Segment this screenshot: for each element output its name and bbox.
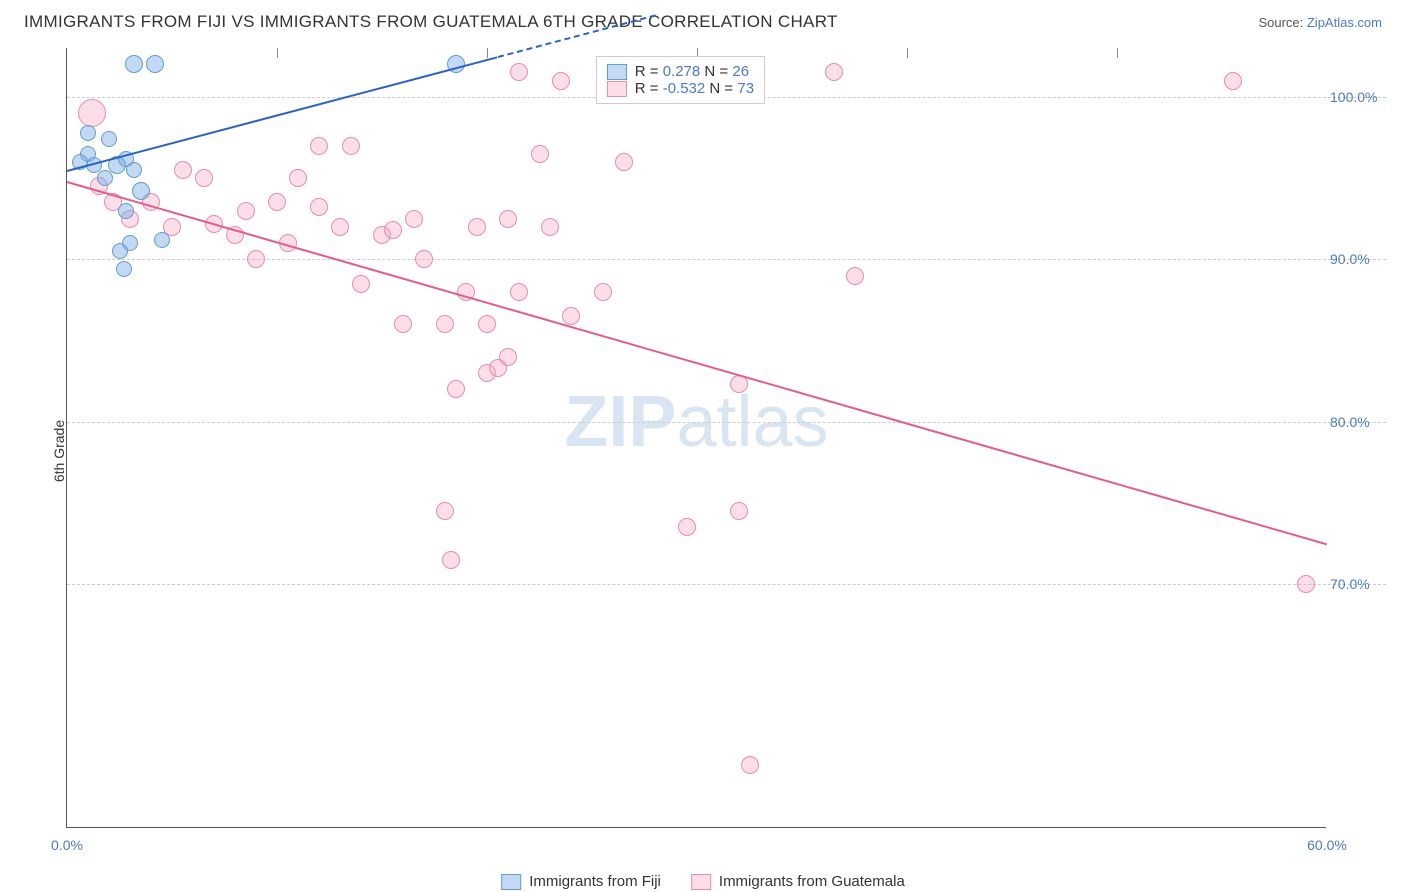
- y-tick-label: 70.0%: [1330, 576, 1388, 592]
- data-point: [310, 137, 328, 155]
- data-point: [415, 250, 433, 268]
- data-point: [552, 72, 570, 90]
- data-point: [468, 218, 486, 236]
- legend-row: R = -0.532 N = 73: [607, 80, 754, 97]
- x-minor-tick: [907, 48, 908, 58]
- data-point: [846, 267, 864, 285]
- data-point: [730, 502, 748, 520]
- legend-bottom: Immigrants from Fiji Immigrants from Guat…: [501, 873, 905, 890]
- data-point: [126, 162, 142, 178]
- data-point: [331, 218, 349, 236]
- chart-title: IMMIGRANTS FROM FIJI VS IMMIGRANTS FROM …: [24, 12, 838, 32]
- source-link[interactable]: ZipAtlas.com: [1307, 15, 1382, 30]
- data-point: [442, 551, 460, 569]
- data-point: [125, 55, 143, 73]
- data-point: [489, 359, 507, 377]
- data-point: [405, 210, 423, 228]
- data-point: [436, 502, 454, 520]
- y-tick-label: 90.0%: [1330, 251, 1388, 267]
- legend-bottom-item: Immigrants from Guatemala: [691, 873, 905, 890]
- data-point: [101, 131, 117, 147]
- data-point: [510, 283, 528, 301]
- legend-swatch: [607, 64, 627, 80]
- data-point: [154, 232, 170, 248]
- gridline-h: [67, 422, 1386, 423]
- data-point: [594, 283, 612, 301]
- data-point: [116, 261, 132, 277]
- gridline-h: [67, 584, 1386, 585]
- data-point: [237, 202, 255, 220]
- data-point: [310, 198, 328, 216]
- data-point: [146, 55, 164, 73]
- source-label: Source: ZipAtlas.com: [1258, 15, 1382, 30]
- regression-line: [67, 56, 498, 172]
- data-point: [289, 169, 307, 187]
- data-point: [510, 63, 528, 81]
- legend-row: R = 0.278 N = 26: [607, 63, 754, 80]
- data-point: [394, 315, 412, 333]
- data-point: [352, 275, 370, 293]
- plot-area: ZIPatlas 70.0%80.0%90.0%100.0%0.0%60.0%R…: [66, 48, 1326, 828]
- data-point: [436, 315, 454, 333]
- x-tick-label: 0.0%: [51, 837, 83, 853]
- data-point: [247, 250, 265, 268]
- data-point: [531, 145, 549, 163]
- x-minor-tick: [277, 48, 278, 58]
- y-axis-label: 6th Grade: [51, 420, 67, 482]
- data-point: [499, 210, 517, 228]
- data-point: [195, 169, 213, 187]
- data-point: [268, 193, 286, 211]
- data-point: [174, 161, 192, 179]
- legend-bottom-label: Immigrants from Guatemala: [719, 873, 905, 890]
- legend-bottom-item: Immigrants from Fiji: [501, 873, 661, 890]
- y-tick-label: 100.0%: [1330, 89, 1388, 105]
- data-point: [447, 380, 465, 398]
- data-point: [80, 125, 96, 141]
- data-point: [562, 307, 580, 325]
- correlation-legend: R = 0.278 N = 26R = -0.532 N = 73: [596, 56, 765, 104]
- y-tick-label: 80.0%: [1330, 414, 1388, 430]
- legend-text: R = -0.532 N = 73: [635, 80, 754, 97]
- data-point: [118, 203, 134, 219]
- x-tick-label: 60.0%: [1307, 837, 1347, 853]
- data-point: [384, 221, 402, 239]
- data-point: [342, 137, 360, 155]
- data-point: [1224, 72, 1242, 90]
- data-point: [132, 182, 150, 200]
- regression-line: [67, 181, 1328, 545]
- data-point: [615, 153, 633, 171]
- data-point: [741, 756, 759, 774]
- data-point: [678, 518, 696, 536]
- x-minor-tick: [1117, 48, 1118, 58]
- data-point: [78, 99, 106, 127]
- data-point: [541, 218, 559, 236]
- legend-bottom-label: Immigrants from Fiji: [529, 873, 661, 890]
- legend-swatch: [501, 874, 521, 890]
- data-point: [1297, 575, 1315, 593]
- legend-text: R = 0.278 N = 26: [635, 63, 749, 80]
- legend-swatch: [607, 81, 627, 97]
- data-point: [478, 315, 496, 333]
- legend-swatch: [691, 874, 711, 890]
- data-point: [97, 170, 113, 186]
- data-point: [112, 243, 128, 259]
- data-point: [825, 63, 843, 81]
- x-minor-tick: [487, 48, 488, 58]
